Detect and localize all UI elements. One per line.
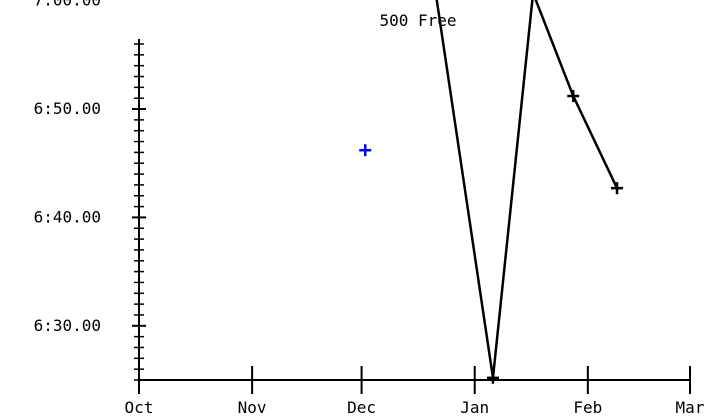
series-line-0	[435, 0, 619, 379]
x-tick-label: Oct	[125, 398, 154, 417]
y-axis: 6:30.006:40.006:50.007:00.007:10.00	[34, 0, 146, 381]
data-point-marker	[486, 371, 499, 384]
x-tick-label: Dec	[347, 398, 376, 417]
y-tick-label: 6:50.00	[34, 99, 101, 118]
x-tick-label: Mar	[676, 398, 705, 417]
data-point-marker	[611, 182, 624, 195]
y-tick-label: 6:30.00	[34, 316, 101, 335]
chart-title: 500 Free	[379, 11, 456, 30]
y-tick-label: 6:40.00	[34, 207, 101, 226]
y-tick-label: 7:00.00	[34, 0, 101, 10]
data-point-marker	[567, 90, 580, 103]
plot-area	[359, 0, 624, 384]
x-axis: Oct Nov Dec Jan Feb Mar	[125, 366, 705, 417]
x-tick-label: Jan	[460, 398, 489, 417]
x-tick-label: Feb	[573, 398, 602, 417]
x-tick-label: Nov	[238, 398, 267, 417]
data-point-marker	[359, 144, 372, 157]
